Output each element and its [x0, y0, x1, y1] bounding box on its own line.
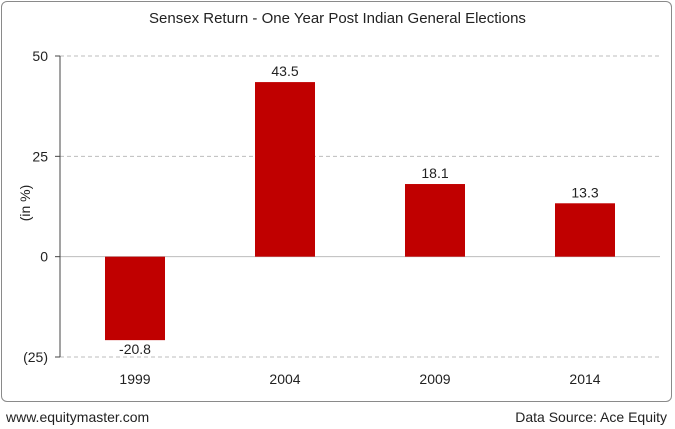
x-tick-label: 2009 [419, 371, 450, 387]
data-label-2009: 18.1 [421, 165, 448, 181]
y-axis-label: (in %) [17, 185, 33, 222]
website-credit: www.equitymaster.com [6, 409, 150, 425]
bar-1999 [105, 256, 165, 341]
y-tick-label: 25 [32, 148, 48, 164]
chart-title: Sensex Return - One Year Post Indian Gen… [149, 10, 526, 27]
chart-frame [1, 1, 672, 402]
bars [105, 82, 615, 341]
x-tick-label: 2014 [569, 371, 600, 387]
data-label-1999: -20.8 [119, 341, 151, 357]
bar-2004 [255, 82, 315, 257]
data-label-2004: 43.5 [271, 63, 298, 79]
bar-2009 [405, 184, 465, 257]
y-tick-label: (25) [23, 349, 48, 365]
x-tick-label: 1999 [119, 371, 150, 387]
bar-2014 [555, 203, 615, 257]
data-label-2014: 13.3 [571, 184, 598, 200]
y-tick-label: 50 [32, 48, 48, 64]
data-labels: -20.8 43.5 18.1 13.3 [119, 63, 599, 357]
data-source: Data Source: Ace Equity [515, 409, 667, 425]
y-axis-ticks: 50 25 0 (25) [23, 48, 60, 365]
x-tick-label: 2004 [269, 371, 300, 387]
y-tick-label: 0 [40, 249, 48, 265]
x-axis-ticks: 1999 2004 2009 2014 [119, 371, 600, 387]
